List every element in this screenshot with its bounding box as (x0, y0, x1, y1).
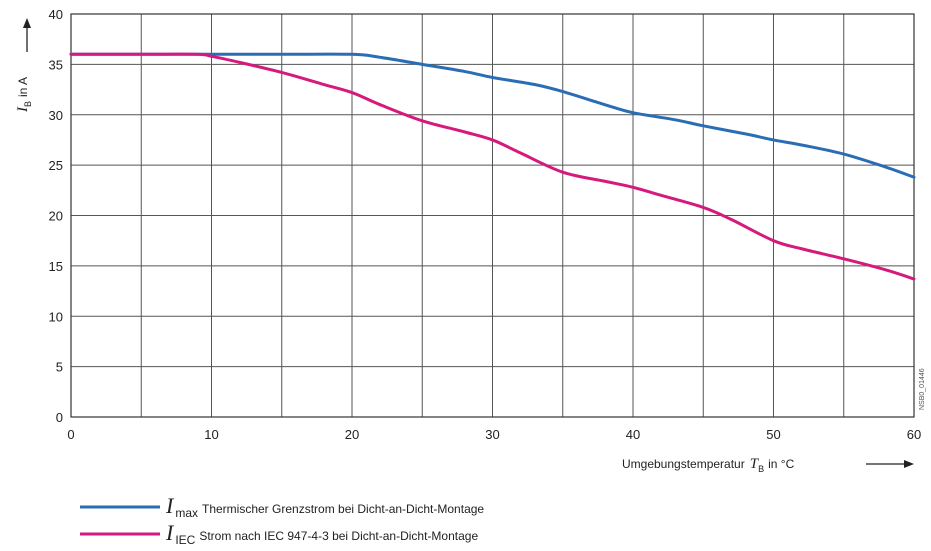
legend-item-iiec: I IEC Strom nach IEC 947-4-3 bei Dicht-an-… (80, 520, 478, 547)
x-tick-label: 50 (766, 427, 780, 442)
legend-symbol-iiec: I (165, 520, 175, 545)
x-tick-label: 10 (204, 427, 218, 442)
x-tick-label: 20 (345, 427, 359, 442)
legend-subscript-iiec: IEC (175, 533, 195, 547)
y-tick-label: 20 (49, 209, 63, 224)
x-tick-label: 60 (907, 427, 921, 442)
y-tick-label: 40 (49, 7, 63, 22)
x-tick-label: 0 (67, 427, 74, 442)
y-tick-labels: 0 5 10 15 20 25 30 35 40 (49, 7, 63, 425)
y-axis-arrow (23, 18, 31, 52)
grid (71, 14, 914, 417)
svg-text:IBin A: IBin A (15, 77, 33, 113)
plot-frame (70, 13, 915, 418)
x-axis-symbol: T (750, 456, 760, 472)
y-axis-title: IBin A (15, 77, 33, 113)
x-axis-title: Umgebungstemperatur TB in °C (622, 456, 795, 474)
y-tick-label: 35 (49, 57, 63, 72)
series-layer (69, 52, 916, 281)
y-tick-label: 15 (49, 259, 63, 274)
y-tick-label: 10 (49, 309, 63, 324)
legend-text-iiec: Strom nach IEC 947-4-3 bei Dicht-an-Dich… (199, 529, 478, 543)
y-axis-subscript: B (23, 101, 33, 107)
legend-text-imax: Thermischer Grenzstrom bei Dicht-an-Dich… (202, 502, 484, 516)
x-tick-labels: 0 10 20 30 40 50 60 (67, 427, 921, 442)
legend-label-iiec: I IEC Strom nach IEC 947-4-3 bei Dicht-an-… (165, 520, 478, 547)
x-axis-label: Umgebungstemperatur (622, 457, 745, 471)
series-line-iiec (69, 52, 916, 281)
y-tick-label: 0 (56, 410, 63, 425)
x-axis-subscript: B (758, 464, 764, 474)
x-tick-label: 40 (626, 427, 640, 442)
x-axis-arrow (866, 460, 914, 468)
figure-code: NSB0_01446 (919, 368, 926, 410)
x-axis-unit: in °C (768, 457, 794, 471)
y-tick-label: 25 (49, 158, 63, 173)
y-tick-label: 30 (49, 108, 63, 123)
y-tick-label: 5 (56, 360, 63, 375)
x-tick-label: 30 (485, 427, 499, 442)
y-axis-unit: in A (16, 77, 30, 97)
y-axis-symbol: I (15, 106, 31, 113)
series-line-imax (69, 52, 916, 179)
legend-symbol-imax: I (165, 493, 175, 518)
legend-subscript-imax: max (175, 506, 198, 520)
